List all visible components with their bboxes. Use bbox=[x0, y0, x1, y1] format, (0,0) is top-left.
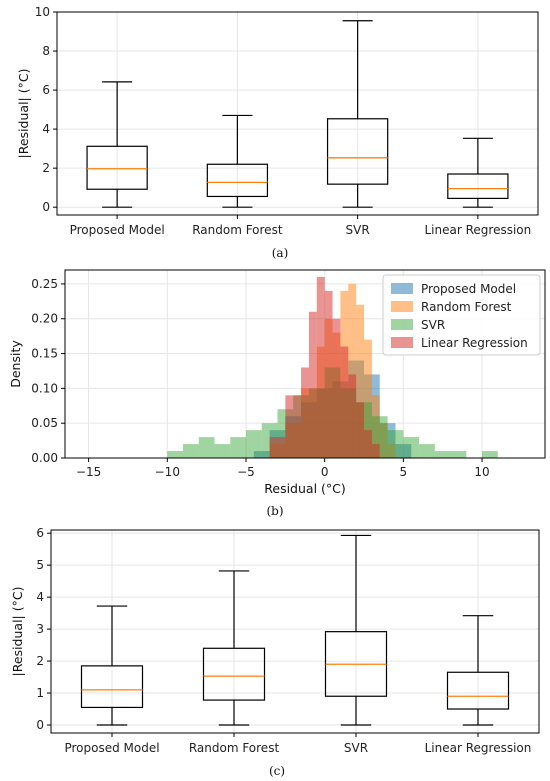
x-tick-label: Proposed Model bbox=[64, 741, 159, 755]
hist-bar bbox=[214, 444, 231, 458]
hist-bar bbox=[356, 402, 365, 458]
box bbox=[326, 118, 389, 185]
hist-bar bbox=[482, 451, 498, 458]
box bbox=[202, 647, 266, 701]
hist-bar bbox=[324, 290, 333, 458]
x-tick-label: −10 bbox=[155, 465, 180, 479]
box bbox=[86, 145, 148, 190]
legend-label: SVR bbox=[421, 318, 445, 332]
y-tick-label: 5 bbox=[36, 558, 44, 572]
legend-label: Random Forest bbox=[421, 300, 512, 314]
hist-bar bbox=[308, 311, 317, 458]
x-tick-label: Linear Regression bbox=[425, 741, 532, 755]
hist-bar bbox=[340, 346, 349, 458]
panel-a-boxplot: 0 2 4 6 8 10 Proposed Model Random Forest SVR Lin… bbox=[16, 5, 539, 237]
x-tick-label: −15 bbox=[76, 465, 101, 479]
hist-bar bbox=[348, 374, 357, 458]
x-tick-label: −5 bbox=[237, 465, 255, 479]
y-tick-label: 0 bbox=[42, 200, 50, 214]
y-tick-label: 8 bbox=[42, 44, 50, 58]
hist-bar bbox=[230, 437, 246, 458]
y-tick-label: 10 bbox=[35, 5, 50, 19]
y-tick-label: 0.00 bbox=[31, 451, 58, 465]
y-axis-label: Density bbox=[8, 340, 23, 388]
hist-bar bbox=[245, 430, 262, 458]
legend-swatch bbox=[391, 301, 413, 312]
hist-bar bbox=[356, 304, 365, 458]
y-tick-label: 6 bbox=[36, 526, 44, 540]
legend-label: Proposed Model bbox=[421, 282, 516, 296]
x-axis-label: Residual (°C) bbox=[264, 481, 346, 496]
y-tick-label: 4 bbox=[36, 590, 44, 604]
legend-swatch bbox=[391, 319, 413, 330]
y-tick-label: 0.15 bbox=[31, 347, 58, 361]
y-tick-label: 0.20 bbox=[31, 312, 58, 326]
caption-b: (b) bbox=[266, 504, 283, 518]
legend-swatch bbox=[391, 337, 413, 348]
x-tick-label: Linear Regression bbox=[425, 223, 532, 237]
hist-bar bbox=[387, 430, 404, 458]
x-tick-label: 0 bbox=[321, 465, 329, 479]
hist-bar bbox=[332, 318, 341, 458]
hist-bar bbox=[269, 437, 286, 458]
hist-bar bbox=[167, 451, 184, 458]
box bbox=[446, 671, 510, 710]
y-tick-label: 4 bbox=[42, 122, 50, 136]
x-tick-label: 10 bbox=[474, 465, 489, 479]
x-tick-label: Proposed Model bbox=[70, 223, 165, 237]
hist-bar bbox=[364, 430, 372, 458]
box bbox=[206, 163, 269, 198]
y-tick-label: 0.25 bbox=[31, 277, 58, 291]
hist-bar bbox=[371, 444, 380, 458]
hist-bar bbox=[348, 283, 357, 458]
box bbox=[80, 665, 144, 709]
x-tick-label: SVR bbox=[344, 741, 368, 755]
legend-label: Linear Regression bbox=[421, 336, 528, 350]
hist-bar bbox=[387, 444, 396, 458]
box bbox=[447, 173, 509, 200]
y-tick-label: 3 bbox=[36, 622, 44, 636]
hist-bar bbox=[301, 367, 309, 458]
x-tick-label: 5 bbox=[400, 465, 408, 479]
hist-bar bbox=[183, 444, 199, 458]
hist-bar bbox=[371, 395, 380, 458]
caption-c: (c) bbox=[269, 764, 285, 778]
hist-bar bbox=[316, 276, 325, 458]
hist-bar bbox=[419, 444, 435, 458]
panel-b-histogram: −15 −10 −5 0 5 10 0.00 0.05 0.10 0.15 0.20 0.25 Resi… bbox=[8, 269, 546, 496]
hist-bar bbox=[198, 437, 215, 458]
caption-a: (a) bbox=[272, 246, 289, 260]
hist-bar bbox=[434, 451, 467, 458]
y-tick-label: 6 bbox=[42, 83, 50, 97]
legend-swatch bbox=[391, 283, 413, 294]
hist-bar bbox=[285, 395, 302, 458]
hist-bar bbox=[403, 437, 420, 458]
y-tick-label: 2 bbox=[36, 654, 44, 668]
plot-frame bbox=[56, 11, 539, 216]
y-tick-label: 0.10 bbox=[31, 381, 58, 395]
y-tick-label: 1 bbox=[36, 686, 44, 700]
legend-box bbox=[382, 274, 541, 356]
x-tick-label: Random Forest bbox=[192, 223, 283, 237]
x-tick-label: Random Forest bbox=[189, 741, 280, 755]
x-tick-label: SVR bbox=[346, 223, 370, 237]
y-tick-label: 0 bbox=[36, 718, 44, 732]
y-tick-label: 0.05 bbox=[31, 416, 58, 430]
hist-bar bbox=[364, 339, 372, 458]
plot-frame bbox=[64, 269, 546, 459]
hist-bar bbox=[379, 423, 388, 458]
plot-frame bbox=[50, 529, 540, 734]
y-axis-label: |Residual| (°C) bbox=[10, 587, 25, 677]
y-axis-label: |Residual| (°C) bbox=[16, 69, 31, 159]
hist-bar bbox=[253, 451, 270, 458]
panel-c-boxplot: 0 1 2 3 4 5 6 Proposed Model Random Forest SVR Lin… bbox=[10, 526, 540, 755]
y-tick-label: 2 bbox=[42, 161, 50, 175]
hist-bar bbox=[395, 444, 412, 458]
